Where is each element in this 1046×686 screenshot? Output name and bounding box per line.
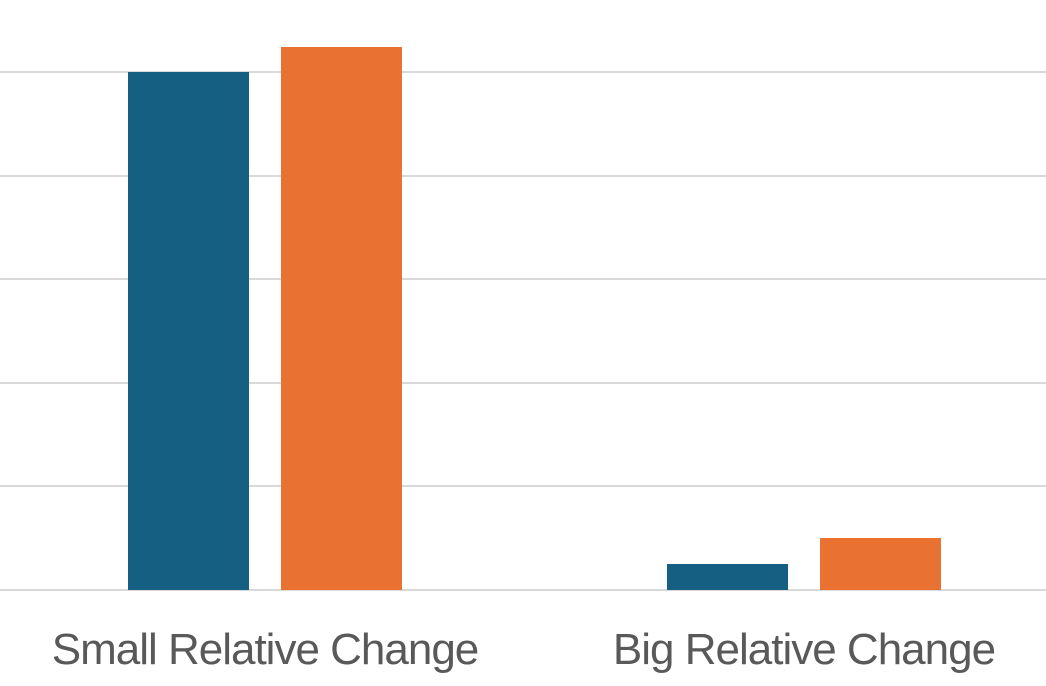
gridline-80: [0, 175, 1046, 177]
gridline-60: [0, 278, 1046, 280]
x-axis-label-big-relative-change: Big Relative Change: [612, 625, 996, 674]
bar-blue-small-relative-change: [128, 72, 249, 590]
gridline-40: [0, 382, 1046, 384]
bar-orange-small-relative-change: [281, 47, 402, 590]
bar-orange-big-relative-change: [820, 538, 941, 590]
bar-blue-big-relative-change: [667, 564, 788, 590]
x-axis-line: [0, 589, 1046, 591]
gridline-100: [0, 71, 1046, 73]
gridline-20: [0, 485, 1046, 487]
x-axis-label-small-relative-change: Small Relative Change: [51, 625, 480, 674]
